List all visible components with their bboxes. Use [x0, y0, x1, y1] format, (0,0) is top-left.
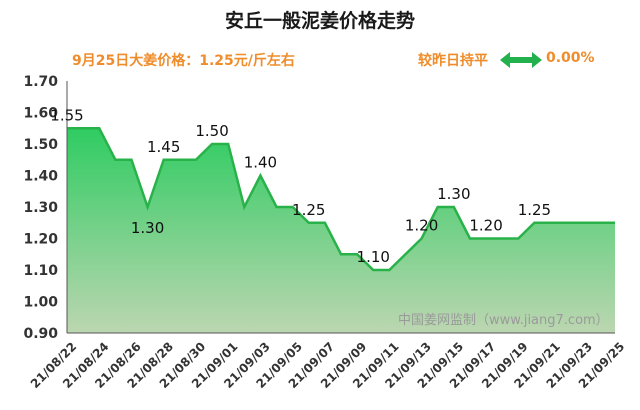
price-summary: 9月25日大姜价格：1.25元/斤左右 — [72, 53, 295, 69]
data-label: 1.25 — [292, 201, 325, 219]
watermark: 中国姜网监制（www.jiang7.com） — [398, 313, 609, 328]
y-tick-label: 1.00 — [23, 295, 58, 311]
data-label: 1.20 — [469, 217, 502, 235]
data-label: 1.50 — [195, 122, 228, 140]
y-axis-ticks: 0.90 1.00 1.10 1.20 1.30 1.40 1.50 1.60 1.70 — [23, 74, 58, 342]
x-axis-ticks: 21/08/2221/08/2421/08/2621/08/2821/08/30… — [28, 339, 628, 391]
data-label: 1.45 — [147, 138, 180, 156]
y-tick-label: 1.70 — [23, 74, 58, 90]
chart-title: 安丘一般泥姜价格走势 — [224, 10, 415, 32]
price-line — [67, 127, 615, 272]
y-tick-label: 0.90 — [23, 326, 58, 342]
data-label: 1.10 — [357, 248, 390, 266]
data-label: 1.20 — [405, 217, 438, 235]
change-label: 较昨日持平 — [418, 53, 488, 69]
y-tick-label: 1.50 — [23, 137, 58, 153]
data-label: 1.40 — [244, 154, 277, 172]
change-summary: 较昨日持平 0.00% — [418, 50, 618, 72]
double-arrow-icon — [500, 52, 542, 68]
data-label: 1.30 — [131, 219, 164, 237]
y-tick-label: 1.40 — [23, 169, 58, 185]
y-tick-label: 1.30 — [23, 200, 58, 216]
y-tick-label: 1.10 — [23, 263, 58, 279]
data-label: 1.30 — [437, 185, 470, 203]
change-percent: 0.00% — [546, 50, 595, 66]
data-label: 1.25 — [518, 201, 551, 219]
y-tick-label: 1.20 — [23, 232, 58, 248]
price-area — [67, 128, 615, 333]
data-label: 1.55 — [50, 106, 83, 124]
y-tick-label: 1.60 — [23, 106, 58, 122]
data-labels: 1.55 1.30 1.45 1.50 1.40 1.25 1.10 1.20 1.30 1.20… — [50, 106, 551, 266]
